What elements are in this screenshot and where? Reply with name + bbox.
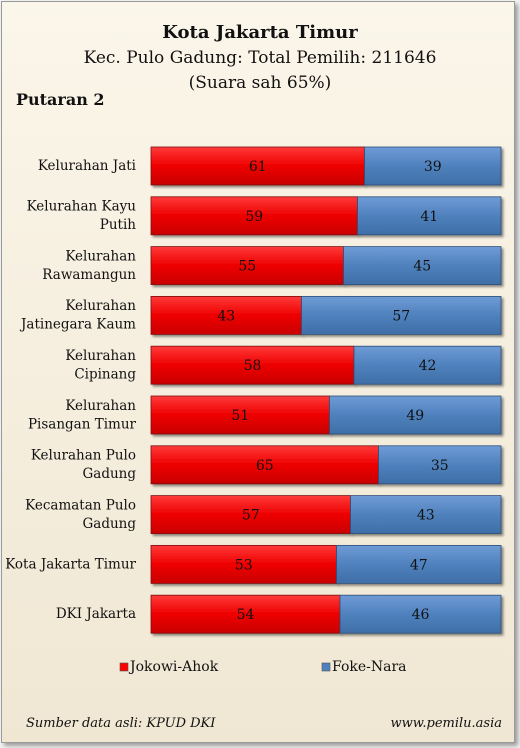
bar-jokowi-ahok: [150, 495, 351, 535]
chart-subtitle: Kec. Pulo Gadung: Total Pemilih: 211646: [83, 48, 437, 68]
bar-foke-nara: [343, 246, 502, 286]
category-label: Kota Jakarta Timur: [5, 556, 136, 572]
category-label: Jatinegara Kaum: [19, 317, 136, 333]
data-label: 54: [237, 607, 255, 623]
data-label: 53: [235, 557, 253, 573]
data-label: 46: [412, 607, 430, 623]
bar-foke-nara: [339, 594, 502, 634]
category-label: Gadung: [82, 466, 136, 482]
data-label: 42: [419, 358, 437, 374]
category-label: Kelurahan Kayu: [27, 199, 137, 215]
bar-jokowi-ahok: [150, 445, 379, 485]
category-label: Cipinang: [74, 366, 136, 382]
bar-jokowi-ahok: [150, 545, 337, 584]
bar-foke-nara: [357, 196, 502, 236]
legend-label-jokowi-ahok: Jokowi-Ahok: [128, 659, 219, 675]
data-label: 41: [420, 209, 438, 225]
legend-swatch-jokowi-ahok: [119, 662, 129, 672]
category-label: Kelurahan: [65, 398, 136, 414]
bar-jokowi-ahok: [150, 295, 302, 335]
bar-foke-nara: [350, 495, 502, 535]
bar-jokowi-ahok: [150, 146, 365, 186]
data-label: 55: [238, 259, 256, 275]
category-label: Kelurahan: [65, 248, 136, 264]
data-label: 61: [249, 159, 267, 175]
website-credit: www.pemilu.asia: [390, 716, 502, 731]
bar-jokowi-ahok: [150, 246, 344, 286]
category-label: Kecamatan Pulo: [25, 497, 136, 513]
data-label: 58: [244, 358, 262, 374]
data-label: 39: [424, 159, 442, 175]
category-label: Rawamangun: [42, 267, 136, 283]
bar-foke-nara: [364, 146, 502, 186]
data-label: 65: [256, 458, 274, 474]
data-label: 49: [406, 408, 424, 424]
bar-jokowi-ahok: [150, 395, 330, 435]
source-note: Sumber data asli: KPUD DKI: [26, 716, 216, 731]
category-label: Kelurahan Jati: [38, 158, 137, 174]
bar-foke-nara: [329, 395, 502, 435]
bar-jokowi-ahok: [150, 594, 341, 634]
category-label: Putih: [100, 217, 137, 233]
category-label: Kelurahan: [65, 348, 136, 364]
legend-label-foke-nara: Foke-Nara: [332, 659, 407, 675]
data-label: 45: [413, 259, 431, 275]
bar-jokowi-ahok: [150, 345, 355, 385]
data-label: 59: [245, 209, 263, 225]
category-label: DKI Jakarta: [56, 606, 136, 622]
category-label: Pisangan Timur: [28, 416, 137, 432]
bar-foke-nara: [301, 295, 502, 335]
data-label: 47: [410, 557, 428, 573]
data-label: 51: [231, 408, 249, 424]
data-label: 57: [392, 308, 410, 324]
data-label: 43: [417, 508, 435, 524]
data-label: 57: [242, 508, 260, 524]
category-label: Gadung: [82, 516, 136, 532]
bar-foke-nara: [353, 345, 502, 385]
data-label: 35: [431, 458, 449, 474]
category-label: Kelurahan: [65, 298, 136, 314]
chart-subtitle-2: (Suara sah 65%): [188, 73, 332, 93]
category-label: Kelurahan Pulo: [31, 448, 136, 464]
bar-jokowi-ahok: [150, 196, 358, 236]
chart-title: Kota Jakarta Timur: [162, 22, 358, 43]
data-label: 43: [217, 308, 235, 324]
bar-foke-nara: [336, 545, 502, 584]
round-label: Putaran 2: [16, 90, 105, 109]
bar-foke-nara: [378, 445, 502, 485]
legend-swatch-foke-nara: [321, 662, 331, 672]
